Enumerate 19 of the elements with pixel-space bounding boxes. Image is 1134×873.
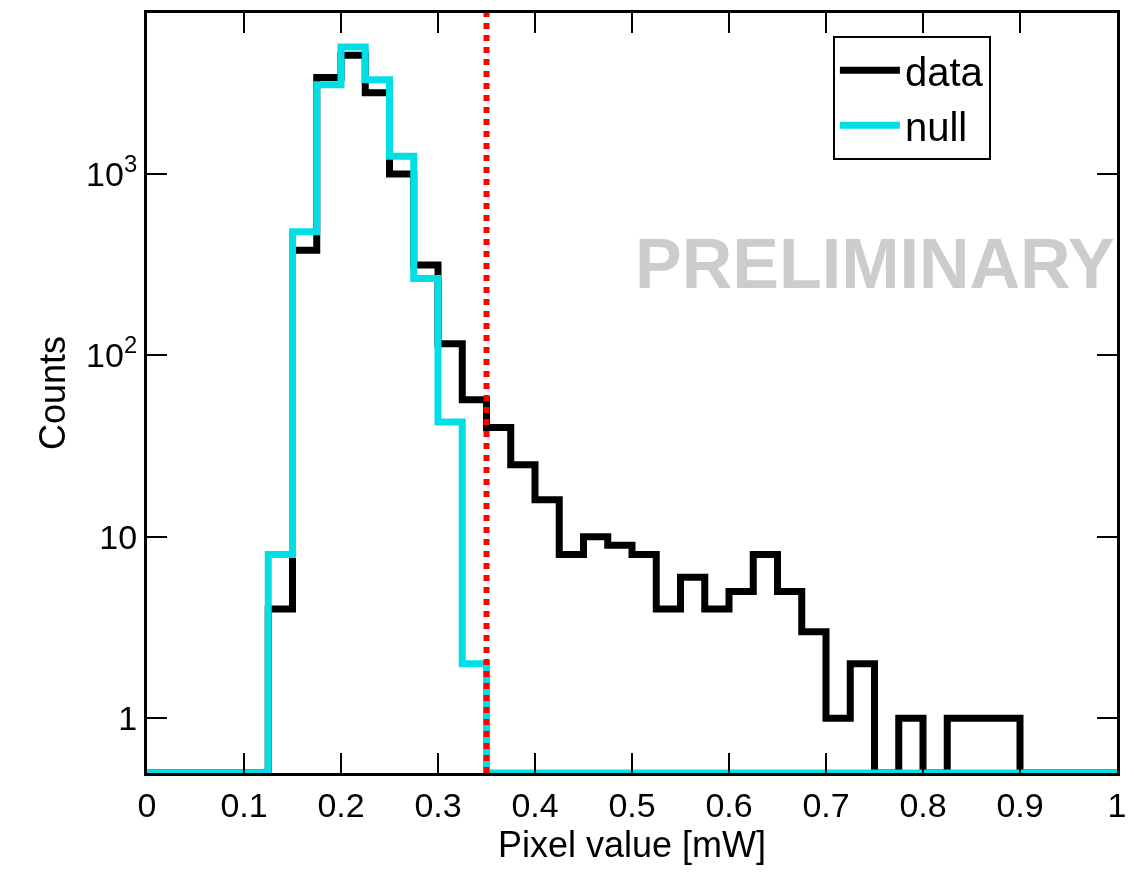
x-tick-label: 1	[1107, 785, 1127, 824]
y-tick-label: 10$^{3}$	[86, 149, 138, 193]
x-tick-label: 0	[137, 785, 157, 824]
legend-label: data	[904, 49, 984, 94]
x-tick-label: 0.8	[899, 785, 947, 824]
x-tick-label: 0.1	[220, 785, 268, 824]
y-tick-label: 10	[99, 517, 138, 556]
y-tick-label: 10$^{2}$	[86, 331, 138, 375]
x-tick-label: 0.4	[511, 785, 559, 824]
x-tick-label: 0.2	[317, 785, 365, 824]
x-tick-label: 0.3	[414, 785, 462, 824]
x-tick-label: 0.7	[802, 785, 850, 824]
legend-label: null	[904, 104, 968, 149]
x-tick-label: 0.5	[608, 785, 656, 824]
y-tick-label: 1	[118, 699, 138, 738]
x-axis-title: Pixel value [mW]	[497, 823, 767, 865]
y-axis-title: Counts	[32, 335, 74, 451]
x-tick-label: 0.9	[996, 785, 1044, 824]
x-tick-label: 0.6	[705, 785, 753, 824]
